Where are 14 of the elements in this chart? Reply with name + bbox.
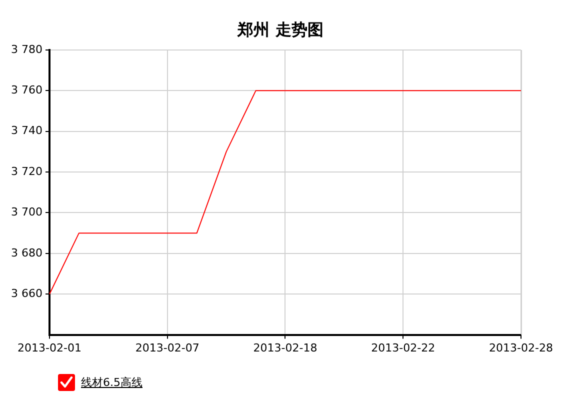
x-tick-label: 2013-02-18 (253, 341, 318, 354)
chart-title: 郑州 走势图 (236, 20, 324, 41)
y-tick-label: 3 660 (10, 286, 42, 300)
y-tick-label: 3 740 (10, 124, 42, 138)
x-tick-label: 2013-02-28 (489, 341, 553, 354)
y-tick-label: 3 760 (10, 84, 42, 97)
y-tick-label: 3 680 (10, 246, 42, 260)
x-tick-label: 2013-02-07 (135, 341, 200, 354)
y-tick-label: 3 700 (10, 206, 42, 219)
x-tick-label: 2013-02-01 (18, 341, 82, 354)
legend-label: 线材6.5高线 (81, 375, 142, 390)
y-tick-label: 3 780 (10, 42, 42, 56)
x-tick-label: 2013-02-22 (371, 341, 436, 354)
y-tick-label: 3 720 (10, 164, 42, 178)
